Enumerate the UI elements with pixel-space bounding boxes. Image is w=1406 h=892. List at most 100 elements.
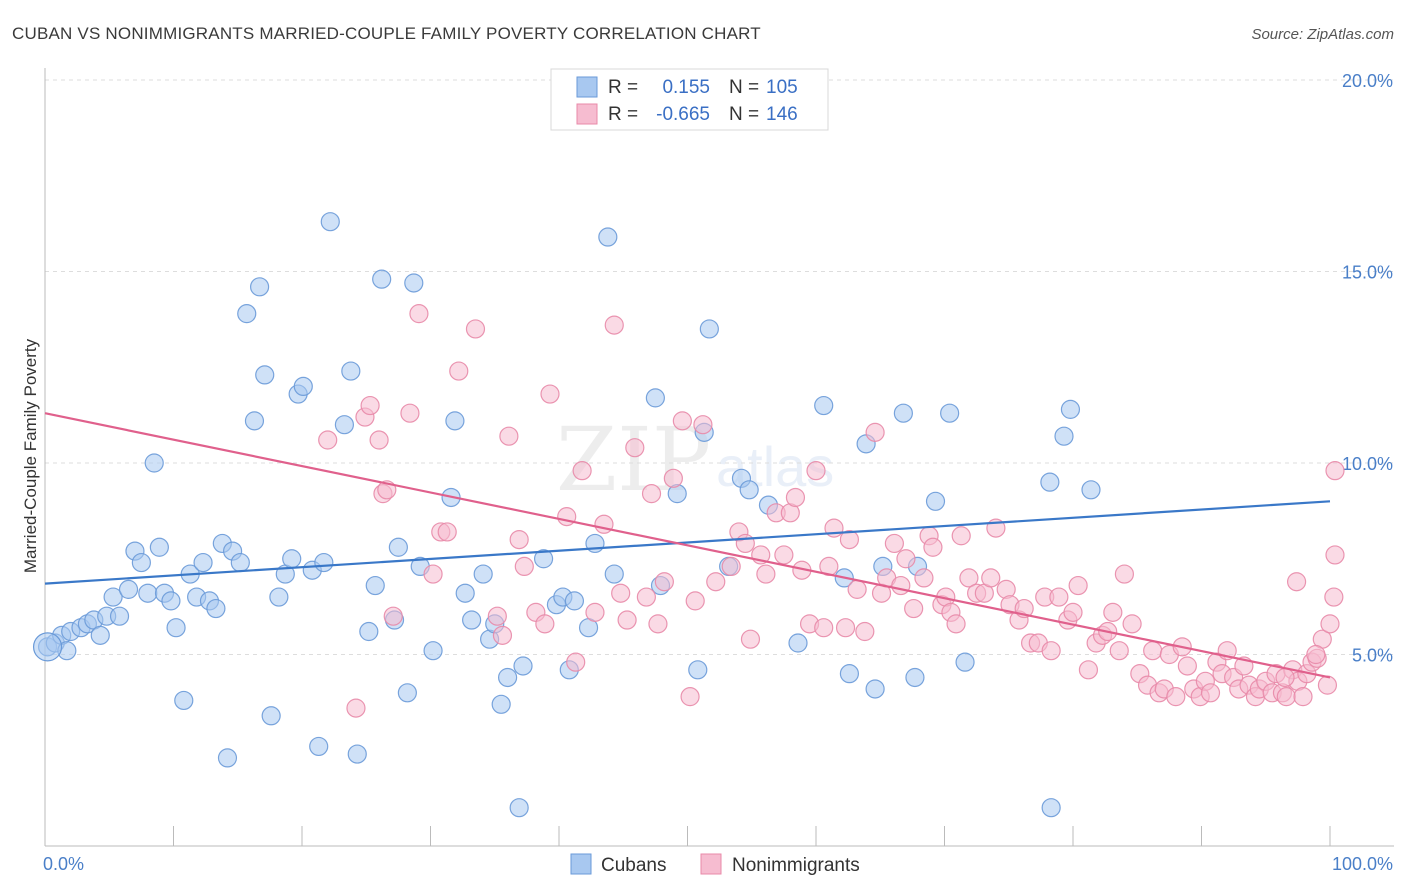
nonimmigrants-point-28	[604, 315, 624, 335]
legend-n-value-1: 105	[766, 77, 798, 98]
cubans-point-32	[244, 411, 265, 431]
cubans-point-77	[645, 388, 665, 408]
cubans-point-44	[320, 212, 340, 232]
cubans-point-94	[893, 403, 913, 423]
cubans-point-33	[249, 277, 270, 297]
y-tick-label-20: 20.0%	[1342, 71, 1393, 91]
cubans-point-98	[940, 403, 960, 423]
nonimmigrants-point-101	[1122, 614, 1142, 634]
cubans-point-87	[788, 633, 808, 653]
cubans-point-31	[237, 304, 257, 324]
cubans-point-104	[1081, 480, 1101, 500]
nonimmigrants-point-15	[487, 606, 507, 626]
cubans-point-60	[462, 610, 482, 630]
nonimmigrants-point-22	[540, 384, 560, 404]
nonimmigrants-point-35	[654, 572, 674, 592]
nonimmigrants-point-110	[1177, 656, 1197, 676]
nonimmigrants-point-1	[346, 698, 366, 718]
nonimmigrants-point-137	[1324, 587, 1344, 607]
nonimmigrants-point-37	[672, 411, 692, 431]
nonimmigrants-point-51	[785, 487, 806, 508]
nonimmigrants-point-0	[318, 430, 338, 450]
nonimmigrants-point-142	[1286, 572, 1307, 592]
cubans-point-64	[491, 694, 511, 714]
nonimmigrants-point-16	[492, 625, 513, 645]
nonimmigrants-point-3	[360, 395, 380, 416]
cubans-point-97	[925, 491, 946, 511]
cubans-point-36	[269, 587, 289, 607]
nonimmigrants-point-39	[685, 591, 705, 611]
nonimmigrants-point-75	[946, 614, 966, 634]
nonimmigrants-point-13	[449, 361, 469, 381]
cubans-point-42	[309, 736, 329, 757]
nonimmigrants-point-19	[514, 556, 534, 577]
nonimmigrants-point-45	[740, 629, 761, 649]
nonimmigrants-point-10	[423, 564, 443, 584]
cubans-point-17	[149, 537, 169, 557]
nonimmigrants-point-136	[1317, 675, 1338, 695]
cubans-point-88	[814, 395, 834, 416]
nonimmigrants-point-4	[369, 430, 389, 450]
legend-r-value-1: 0.155	[662, 77, 710, 98]
nonimmigrants-trend-line	[44, 412, 1331, 679]
nonimmigrants-point-67	[896, 549, 916, 569]
cubans-point-35	[261, 706, 281, 726]
nonimmigrants-point-76	[951, 526, 971, 546]
legend-swatch-nonimmigrants	[576, 103, 598, 125]
cubans-point-49	[365, 575, 385, 596]
cubans-point-61	[473, 564, 493, 584]
cubans-point-43	[314, 552, 334, 573]
bottom-legend-nonimmigrants: Nonimmigrants	[732, 855, 860, 876]
bottom-legend: Cubans Nonimmigrants	[570, 853, 860, 876]
nonimmigrants-point-34	[648, 614, 668, 634]
cubans-point-54	[404, 273, 424, 293]
cubans-point-101	[1041, 798, 1061, 818]
trend-lines	[44, 412, 1331, 679]
legend-n-label-2: N =	[729, 104, 759, 125]
cubans-point-28	[217, 748, 238, 768]
cubans-point-19	[161, 591, 181, 611]
legend-n-label-1: N =	[729, 77, 759, 98]
nonimmigrants-point-33	[641, 484, 662, 504]
x-tick-label-100: 100.0%	[1332, 854, 1393, 874]
nonimmigrants-point-141	[1306, 644, 1326, 665]
legend-r-label-2: R =	[608, 104, 638, 125]
nonimmigrants-point-14	[465, 319, 486, 339]
nonimmigrants-point-100	[1114, 564, 1135, 584]
cubans-point-66	[509, 798, 529, 818]
nonimmigrants-point-69	[914, 568, 934, 588]
nonimmigrants-point-77	[959, 568, 979, 588]
cubans-point-34	[255, 365, 275, 385]
nonimmigrants-point-18	[509, 529, 529, 550]
nonimmigrants-point-140	[1320, 614, 1340, 634]
nonimmigrants-point-98	[1103, 602, 1123, 622]
cubans-point-102	[1054, 426, 1074, 446]
nonimmigrants-point-59	[839, 529, 860, 550]
nonimmigrants-point-24	[566, 652, 586, 672]
cubans-point-82	[699, 319, 719, 339]
nonimmigrants-point-90	[1049, 587, 1069, 607]
legend-r-value-2: -0.665	[656, 104, 710, 125]
bottom-legend-cubans: Cubans	[601, 855, 667, 876]
nonimmigrants-point-9	[409, 304, 429, 324]
cubans-point-46	[341, 361, 361, 381]
cubans-point-38	[282, 549, 302, 569]
nonimmigrants-point-61	[855, 621, 875, 642]
cubans-trend-line	[44, 500, 1331, 585]
axes: 5.0% 10.0% 15.0% 20.0% 0.0% 100.0%	[43, 68, 1394, 874]
nonimmigrants-point-44	[735, 533, 755, 554]
cubans-point-99	[955, 652, 975, 672]
nonimmigrants-point-54	[806, 461, 826, 481]
cubans-point-52	[388, 537, 408, 557]
nonimmigrants-point-41	[706, 572, 726, 592]
nonimmigrants-point-38	[680, 687, 700, 707]
nonimmigrants-point-139	[1325, 461, 1345, 481]
nonimmigrants-point-26	[585, 602, 605, 622]
nonimmigrants-point-131	[1293, 687, 1313, 707]
cubans-point-68	[533, 549, 554, 569]
nonimmigrants-point-128	[1276, 687, 1296, 707]
legend: R = 0.155 N = 105 R = -0.665 N = 146	[550, 68, 829, 131]
nonimmigrants-point-71	[923, 537, 943, 557]
cubans-point-cluster	[32, 632, 63, 662]
